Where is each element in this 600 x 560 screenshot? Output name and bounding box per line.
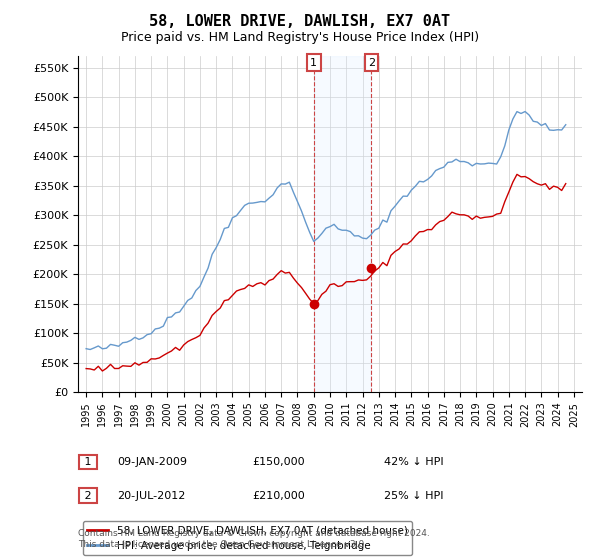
Text: 42% ↓ HPI: 42% ↓ HPI	[384, 457, 443, 467]
Text: Contains HM Land Registry data © Crown copyright and database right 2024.
This d: Contains HM Land Registry data © Crown c…	[78, 529, 430, 549]
Text: 1: 1	[310, 58, 317, 68]
Text: 09-JAN-2009: 09-JAN-2009	[117, 457, 187, 467]
Text: 2: 2	[81, 491, 95, 501]
Legend: 58, LOWER DRIVE, DAWLISH, EX7 0AT (detached house), HPI: Average price, detached: 58, LOWER DRIVE, DAWLISH, EX7 0AT (detac…	[83, 521, 412, 555]
Text: 20-JUL-2012: 20-JUL-2012	[117, 491, 185, 501]
Text: 25% ↓ HPI: 25% ↓ HPI	[384, 491, 443, 501]
Text: £150,000: £150,000	[252, 457, 305, 467]
Text: 1: 1	[81, 457, 95, 467]
Text: 2: 2	[368, 58, 375, 68]
Text: 58, LOWER DRIVE, DAWLISH, EX7 0AT: 58, LOWER DRIVE, DAWLISH, EX7 0AT	[149, 14, 451, 29]
Text: Price paid vs. HM Land Registry's House Price Index (HPI): Price paid vs. HM Land Registry's House …	[121, 31, 479, 44]
Text: £210,000: £210,000	[252, 491, 305, 501]
Bar	[314, 56, 371, 392]
